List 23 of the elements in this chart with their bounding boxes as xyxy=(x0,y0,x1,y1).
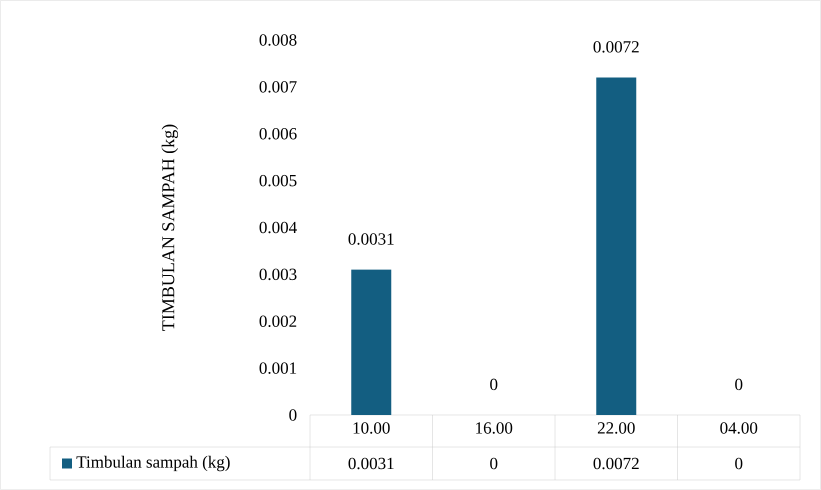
data-label: 0 xyxy=(490,458,498,470)
y-tick-label: 0.004 xyxy=(260,222,297,234)
data-label: 0.0072 xyxy=(594,458,639,470)
y-tick-label: 0.001 xyxy=(260,362,296,374)
y-axis-title: TIMBULAN SAMPAH (kg) xyxy=(162,124,178,331)
text: 0 xyxy=(490,378,498,390)
x-tick-label: 10.00 xyxy=(354,422,390,434)
x-tick-label: 22.00 xyxy=(598,422,635,434)
legend-label: Timbulan sampah (kg) xyxy=(76,456,230,472)
y-tick-label: 0 xyxy=(289,409,296,421)
y-tick-label: 0.005 xyxy=(260,174,296,186)
data-label: 0 xyxy=(735,458,742,470)
x-tick-label: 16.00 xyxy=(476,422,512,434)
text: 0 xyxy=(735,378,742,390)
y-tick-label: 0.003 xyxy=(260,268,296,280)
y-tick-label: 0.007 xyxy=(260,81,297,93)
y-tick-label: 0.002 xyxy=(260,315,296,328)
data-label: 0.0031 xyxy=(348,458,394,470)
x-tick-label: 04.00 xyxy=(720,422,758,434)
text: 0.0072 xyxy=(594,41,639,53)
y-tick-label: 0.006 xyxy=(260,128,297,140)
y-tick-label: 0.008 xyxy=(260,34,296,46)
text: 0.0031 xyxy=(348,233,394,245)
